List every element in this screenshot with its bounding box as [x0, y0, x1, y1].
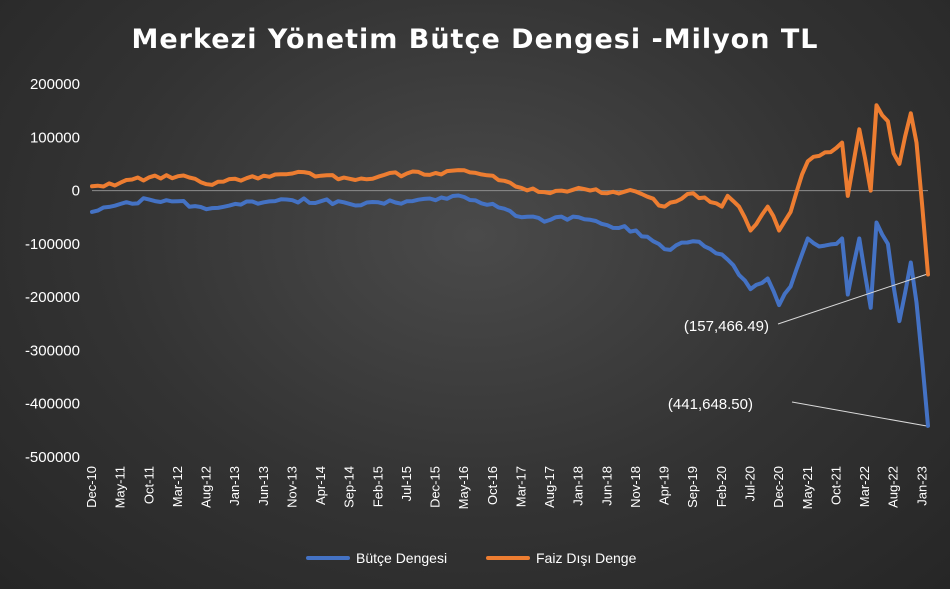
series-layer	[90, 103, 930, 428]
y-tick-label: 200000	[30, 76, 80, 93]
y-tick-label: -500000	[25, 449, 80, 466]
x-tick-label: Jul-15	[399, 466, 414, 501]
data-label: (157,466.49)	[684, 318, 769, 335]
y-tick-label: -300000	[25, 342, 80, 359]
x-tick-label: Mar-17	[513, 466, 528, 507]
x-tick-label: May-16	[456, 466, 471, 509]
annotation-leader-line	[791, 401, 927, 427]
x-tick-label: Nov-13	[284, 466, 299, 508]
y-axis: 200000 100000 0 -100000 -200000 -300000 -40000…	[25, 76, 80, 466]
y-tick-label: -200000	[25, 289, 80, 306]
x-tick-label: Oct-11	[141, 466, 156, 504]
data-label: (441,648.50)	[668, 396, 753, 413]
x-tick-label: Aug-12	[199, 466, 214, 508]
x-tick-label: Oct-16	[485, 466, 500, 505]
x-axis: Dec-10 May-11 Oct-11 Mar-12 Aug-12 Jan-13 Jun-…	[84, 190, 929, 509]
annotation-layer: (157,466.49) (441,648.50)	[668, 274, 927, 427]
x-tick-label: May-21	[800, 466, 815, 509]
y-tick-label: 100000	[30, 129, 80, 146]
x-tick-label: Sep-19	[685, 466, 700, 508]
y-tick-label: 0	[72, 183, 80, 200]
y-tick-label: -400000	[25, 396, 80, 413]
x-tick-label: Dec-10	[84, 466, 99, 508]
annotation-leader-line	[777, 274, 927, 325]
x-tick-label: Mar-22	[857, 466, 872, 507]
x-tick-label: Nov-18	[628, 466, 643, 508]
series-line-faiz-disi-denge	[90, 103, 930, 277]
x-tick-label: Feb-20	[714, 466, 729, 507]
x-tick-label: Feb-15	[370, 466, 385, 507]
legend-label: Bütçe Dengesi	[356, 550, 447, 566]
x-tick-label: Sep-14	[342, 466, 357, 508]
x-tick-label: Apr-14	[313, 466, 328, 505]
x-tick-label: Jun-18	[599, 466, 614, 506]
x-tick-label: Dec-15	[428, 466, 443, 508]
x-tick-label: Dec-20	[771, 466, 786, 508]
x-tick-label: Aug-22	[886, 466, 901, 508]
x-tick-label: May-11	[113, 466, 128, 508]
x-tick-label: Mar-12	[170, 466, 185, 507]
x-tick-label: Apr-19	[657, 466, 672, 505]
y-tick-label: -100000	[25, 236, 80, 253]
x-tick-label: Jun-13	[256, 466, 271, 506]
x-tick-label: Oct-21	[828, 466, 843, 505]
chart-legend: Bütçe Dengesi Faiz Dışı Denge	[306, 550, 637, 566]
x-tick-label: Jan-13	[227, 466, 242, 506]
chart-title: Merkezi Yönetim Bütçe Dengesi -Milyon TL	[132, 24, 819, 55]
x-tick-label: Aug-17	[542, 466, 557, 508]
series-line-butce-dengesi	[90, 193, 930, 428]
x-tick-label: Jan-18	[571, 466, 586, 506]
x-tick-label: Jul-20	[742, 466, 757, 501]
x-tick-label: Jan-23	[914, 466, 929, 506]
legend-label: Faiz Dışı Denge	[536, 550, 637, 566]
